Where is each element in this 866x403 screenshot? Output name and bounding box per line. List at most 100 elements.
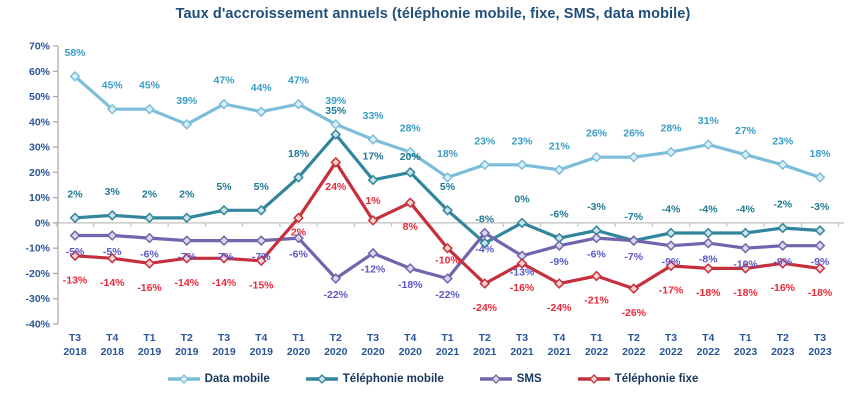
x-axis-tick-label: T3 2022 bbox=[659, 332, 683, 358]
y-axis-tick-label: 30% bbox=[29, 142, 51, 154]
data-point-marker bbox=[442, 242, 453, 254]
chart-legend: Data mobile Téléphonie mobile SMS Téléphoni… bbox=[0, 373, 866, 385]
data-label: 45% bbox=[139, 80, 161, 92]
y-axis-tick-label: 70% bbox=[29, 41, 51, 53]
data-label: 2% bbox=[67, 188, 83, 200]
data-label: 45% bbox=[102, 80, 124, 92]
x-axis-tick-label: T1 2019 bbox=[138, 332, 162, 358]
data-label: -6% bbox=[550, 209, 569, 221]
data-label: -3% bbox=[811, 201, 830, 213]
data-point-marker bbox=[367, 174, 379, 186]
legend-marker-icon bbox=[305, 374, 338, 384]
data-label: -9% bbox=[773, 256, 792, 268]
data-label: -10% bbox=[733, 259, 758, 271]
x-axis-tick-label: T2 2019 bbox=[175, 332, 199, 358]
data-point-marker bbox=[404, 263, 416, 274]
y-axis-tick-label: 60% bbox=[29, 66, 51, 78]
data-point-marker bbox=[218, 204, 230, 216]
data-label: 47% bbox=[288, 75, 310, 87]
data-label: 2% bbox=[179, 188, 195, 200]
data-point-marker bbox=[740, 242, 751, 254]
data-point-marker bbox=[181, 252, 193, 264]
data-label: 3% bbox=[105, 186, 121, 198]
data-label: -22% bbox=[323, 289, 348, 301]
data-point-marker bbox=[814, 172, 826, 183]
data-point-marker bbox=[367, 215, 379, 226]
data-label: 23% bbox=[474, 135, 496, 147]
legend-item-sms: SMS bbox=[479, 373, 542, 385]
data-point-marker bbox=[740, 227, 751, 239]
data-point-marker bbox=[553, 240, 565, 252]
data-point-marker bbox=[255, 255, 267, 267]
data-point-marker bbox=[740, 149, 751, 161]
x-axis-tick-label: T1 2023 bbox=[734, 332, 758, 358]
data-label: 44% bbox=[251, 82, 273, 94]
data-label: 5% bbox=[440, 181, 456, 193]
data-label: -22% bbox=[435, 289, 460, 301]
data-label: 31% bbox=[698, 115, 720, 127]
data-label: 35% bbox=[325, 105, 347, 117]
data-point-marker bbox=[814, 225, 826, 236]
data-point-marker bbox=[106, 230, 118, 241]
data-point-marker bbox=[665, 240, 677, 252]
legend-label: SMS bbox=[516, 373, 542, 385]
data-label: -18% bbox=[696, 287, 721, 299]
data-point-marker bbox=[144, 103, 155, 115]
data-label: 23% bbox=[772, 135, 794, 147]
x-axis-tick-label: T1 2020 bbox=[287, 332, 311, 358]
x-axis-tick-label: T3 2023 bbox=[808, 332, 832, 358]
x-axis-tick-label: T2 2020 bbox=[324, 332, 348, 358]
data-label: 58% bbox=[64, 47, 86, 59]
x-axis-tick-label: T3 2018 bbox=[63, 332, 87, 358]
data-point-marker bbox=[106, 209, 118, 221]
legend-label: Data mobile bbox=[204, 373, 270, 385]
data-label: -13% bbox=[63, 274, 88, 286]
data-point-marker bbox=[69, 70, 81, 82]
data-point-marker bbox=[665, 227, 677, 239]
data-point-marker bbox=[479, 159, 491, 171]
data-label: -5% bbox=[103, 246, 122, 258]
data-point-marker bbox=[293, 172, 304, 183]
data-point-marker bbox=[777, 257, 789, 269]
data-point-marker bbox=[404, 167, 416, 178]
data-label: 20% bbox=[400, 151, 422, 163]
data-point-marker bbox=[106, 103, 118, 115]
y-axis-tick-label: 0% bbox=[35, 217, 51, 229]
data-point-marker bbox=[330, 129, 342, 140]
data-label: -6% bbox=[289, 249, 308, 261]
data-point-marker bbox=[479, 237, 491, 249]
data-point-marker bbox=[553, 164, 565, 176]
data-point-marker bbox=[516, 217, 528, 229]
data-label: 26% bbox=[623, 128, 645, 140]
data-label: -9% bbox=[662, 256, 681, 268]
data-point-marker bbox=[777, 240, 789, 252]
data-label: -10% bbox=[435, 255, 460, 267]
data-label: 21% bbox=[549, 140, 571, 152]
data-point-marker bbox=[740, 263, 751, 274]
data-point-marker bbox=[106, 252, 118, 264]
data-label: -8% bbox=[475, 214, 494, 226]
data-point-marker bbox=[814, 263, 826, 274]
x-axis-tick-label: T2 2023 bbox=[771, 332, 795, 358]
data-label: 23% bbox=[511, 135, 533, 147]
y-axis-tick-label: -10% bbox=[25, 243, 50, 255]
data-point-marker bbox=[218, 252, 230, 264]
data-point-marker bbox=[442, 172, 453, 183]
x-axis-tick-label: T4 2021 bbox=[548, 332, 572, 358]
data-point-marker bbox=[69, 250, 81, 262]
data-label: 39% bbox=[176, 95, 198, 107]
chart-title: Taux d'accroissement annuels (téléphonie… bbox=[175, 6, 691, 22]
data-point-marker bbox=[702, 139, 714, 150]
data-point-marker bbox=[702, 237, 714, 249]
data-point-marker bbox=[255, 106, 267, 118]
data-point-marker bbox=[255, 235, 267, 246]
data-label: -13% bbox=[510, 266, 535, 278]
data-label: -12% bbox=[361, 264, 386, 276]
data-label: -18% bbox=[733, 287, 758, 299]
data-label: -14% bbox=[100, 277, 125, 289]
data-point-marker bbox=[628, 235, 640, 246]
data-label: 1% bbox=[365, 195, 381, 207]
data-label: -15% bbox=[249, 279, 274, 291]
data-point-marker bbox=[404, 146, 416, 158]
data-label: 18% bbox=[437, 148, 459, 160]
